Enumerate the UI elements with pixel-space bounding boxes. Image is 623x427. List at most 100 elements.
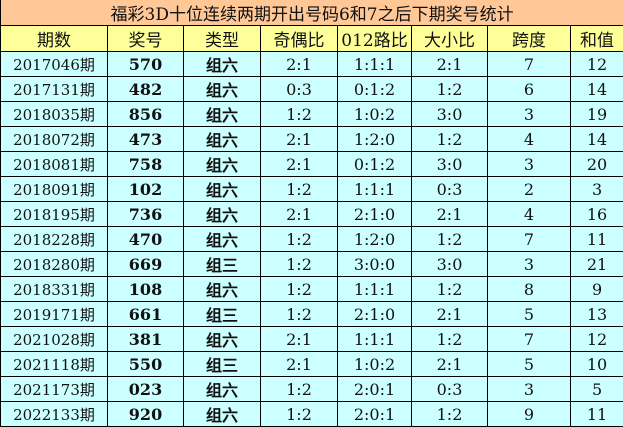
- cell-big-small: 0:3: [412, 177, 488, 202]
- cell-number: 736: [108, 202, 184, 227]
- cell-span: 7: [488, 327, 571, 352]
- header-number: 奖号: [108, 26, 184, 52]
- cell-sum: 20: [571, 152, 623, 177]
- cell-012-route: 0:1:2: [338, 77, 412, 102]
- cell-012-route: 2:0:1: [338, 377, 412, 402]
- cell-span: 3: [488, 102, 571, 127]
- cell-number: 570: [108, 52, 184, 77]
- cell-big-small: 2:1: [412, 202, 488, 227]
- cell-number: 550: [108, 352, 184, 377]
- cell-span: 3: [488, 152, 571, 177]
- cell-big-small: 1:2: [412, 327, 488, 352]
- cell-big-small: 3:0: [412, 152, 488, 177]
- cell-012-route: 2:1:0: [338, 302, 412, 327]
- cell-type: 组六: [184, 227, 261, 252]
- header-012-route: 012路比: [338, 26, 412, 52]
- cell-number: 482: [108, 77, 184, 102]
- cell-number: 023: [108, 377, 184, 402]
- cell-span: 9: [488, 402, 571, 427]
- cell-number: 920: [108, 402, 184, 427]
- cell-sum: 16: [571, 202, 623, 227]
- cell-sum: 13: [571, 302, 623, 327]
- cell-012-route: 1:1:1: [338, 277, 412, 302]
- cell-number: 381: [108, 327, 184, 352]
- cell-big-small: 1:2: [412, 402, 488, 427]
- cell-big-small: 1:2: [412, 227, 488, 252]
- cell-type: 组六: [184, 377, 261, 402]
- cell-odd-even: 2:1: [261, 127, 338, 152]
- cell-odd-even: 1:2: [261, 277, 338, 302]
- cell-odd-even: 1:2: [261, 252, 338, 277]
- cell-period: 2018072期: [1, 127, 108, 152]
- cell-012-route: 3:0:0: [338, 252, 412, 277]
- cell-number: 661: [108, 302, 184, 327]
- cell-odd-even: 1:2: [261, 227, 338, 252]
- cell-012-route: 1:0:2: [338, 352, 412, 377]
- header-sum: 和值: [571, 26, 623, 52]
- cell-type: 组六: [184, 127, 261, 152]
- cell-012-route: 0:1:2: [338, 152, 412, 177]
- cell-big-small: 2:1: [412, 302, 488, 327]
- cell-odd-even: 1:2: [261, 302, 338, 327]
- title-row: 福彩3D十位连续两期开出号码6和7之后下期奖号统计: [1, 0, 623, 26]
- cell-span: 8: [488, 277, 571, 302]
- cell-period: 2021028期: [1, 327, 108, 352]
- cell-span: 3: [488, 252, 571, 277]
- cell-sum: 19: [571, 102, 623, 127]
- cell-sum: 21: [571, 252, 623, 277]
- cell-period: 2022133期: [1, 402, 108, 427]
- cell-odd-even: 1:2: [261, 377, 338, 402]
- cell-odd-even: 2:1: [261, 202, 338, 227]
- cell-big-small: 0:3: [412, 377, 488, 402]
- cell-type: 组三: [184, 302, 261, 327]
- header-row: 期数 奖号 类型 奇偶比 012路比 大小比 跨度 和值: [1, 26, 623, 52]
- cell-sum: 10: [571, 352, 623, 377]
- cell-number: 108: [108, 277, 184, 302]
- cell-period: 2018280期: [1, 252, 108, 277]
- cell-period: 2021173期: [1, 377, 108, 402]
- cell-type: 组六: [184, 277, 261, 302]
- cell-period: 2021118期: [1, 352, 108, 377]
- cell-number: 470: [108, 227, 184, 252]
- cell-sum: 3: [571, 177, 623, 202]
- cell-period: 2018195期: [1, 202, 108, 227]
- cell-type: 组六: [184, 202, 261, 227]
- cell-type: 组三: [184, 252, 261, 277]
- header-big-small: 大小比: [412, 26, 488, 52]
- cell-type: 组六: [184, 152, 261, 177]
- header-period: 期数: [1, 26, 108, 52]
- cell-period: 2018035期: [1, 102, 108, 127]
- cell-span: 6: [488, 77, 571, 102]
- cell-012-route: 1:2:0: [338, 227, 412, 252]
- cell-big-small: 1:2: [412, 127, 488, 152]
- cell-type: 组六: [184, 77, 261, 102]
- cell-period: 2017131期: [1, 77, 108, 102]
- cell-type: 组六: [184, 402, 261, 427]
- cell-span: 5: [488, 352, 571, 377]
- cell-012-route: 2:0:1: [338, 402, 412, 427]
- cell-012-route: 1:1:1: [338, 177, 412, 202]
- cell-type: 组六: [184, 177, 261, 202]
- cell-odd-even: 2:1: [261, 152, 338, 177]
- cell-sum: 14: [571, 127, 623, 152]
- cell-type: 组三: [184, 352, 261, 377]
- cell-odd-even: 1:2: [261, 102, 338, 127]
- cell-012-route: 1:0:2: [338, 102, 412, 127]
- cell-period: 2018091期: [1, 177, 108, 202]
- cell-span: 7: [488, 227, 571, 252]
- cell-number: 856: [108, 102, 184, 127]
- cell-big-small: 1:2: [412, 77, 488, 102]
- cell-odd-even: 2:1: [261, 327, 338, 352]
- cell-sum: 12: [571, 52, 623, 77]
- cell-type: 组六: [184, 327, 261, 352]
- cell-012-route: 2:1:0: [338, 202, 412, 227]
